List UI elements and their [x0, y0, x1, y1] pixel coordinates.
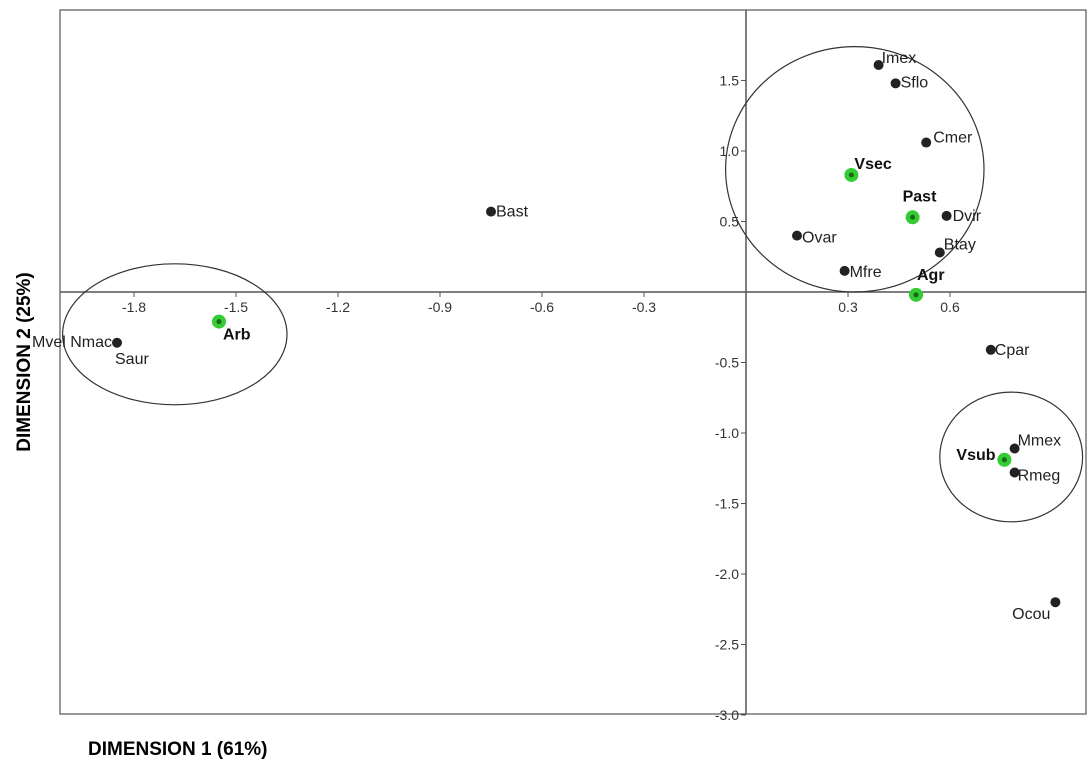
- species-point: [112, 337, 122, 348]
- species-point: [921, 137, 932, 148]
- group-ellipse: [62, 263, 288, 406]
- point-label: Cpar: [995, 342, 1030, 359]
- point-label: Sflo: [901, 74, 929, 91]
- species-point: [486, 206, 496, 217]
- data-points: Imex Sflo Cmer Dvir Btay Ovar Mfre Bast Mvel Nma…: [32, 50, 1061, 623]
- species-point: [792, 230, 802, 241]
- x-tick-label: -1.8: [122, 299, 146, 315]
- x-tick-label: -0.6: [530, 299, 554, 315]
- group-ellipses: [62, 46, 1084, 523]
- point-label: Ocou: [1012, 606, 1050, 623]
- species-point: [941, 210, 952, 221]
- y-tick-label: 1.5: [720, 73, 740, 89]
- species-point: [1009, 443, 1020, 454]
- y-tick-label: -3.0: [715, 707, 739, 723]
- species-point: [1009, 467, 1020, 478]
- species-point: [1050, 597, 1061, 608]
- group-ellipse: [724, 46, 985, 293]
- y-axis-title: DIMENSION 2 (25%): [14, 272, 35, 451]
- y-tick-label: -0.5: [715, 355, 739, 371]
- x-tick-label: -1.5: [224, 299, 248, 315]
- point-label: Mvel Nmac: [32, 334, 112, 351]
- y-tick-label: -2.0: [715, 566, 739, 582]
- point-label: Vsub: [956, 447, 995, 464]
- point-label: Vsec: [854, 156, 891, 173]
- species-point: [839, 265, 850, 276]
- x-tick-label: -0.3: [632, 299, 656, 315]
- species-point: [890, 78, 901, 89]
- x-tick-label: -0.9: [428, 299, 452, 315]
- x-tick-label: 0.3: [838, 299, 858, 315]
- y-tick-label: -1.5: [715, 496, 739, 512]
- group-centroid-dot: [216, 319, 222, 325]
- species-point: [985, 344, 996, 355]
- point-label: Mmex: [1018, 433, 1062, 450]
- group-centroid-dot: [910, 214, 916, 220]
- point-label: Bast: [496, 204, 529, 221]
- group-ellipse: [939, 391, 1084, 523]
- point-label: Arb: [223, 327, 251, 344]
- point-label: Ovar: [802, 230, 837, 247]
- plot-frame: [59, 9, 1087, 715]
- y-tick-label: -1.0: [715, 425, 739, 441]
- point-label: Imex: [882, 50, 917, 67]
- point-label: Mfre: [850, 264, 882, 281]
- point-label: Past: [903, 188, 937, 205]
- point-label: Btay: [944, 237, 976, 254]
- y-tick-label: 1.0: [720, 143, 740, 159]
- point-label: Rmeg: [1018, 467, 1061, 484]
- point-label: Dvir: [953, 208, 982, 225]
- point-sublabel: Saur: [115, 351, 149, 368]
- group-centroid-dot: [1001, 457, 1007, 463]
- species-point: [934, 247, 945, 258]
- group-centroid-dot: [913, 292, 919, 298]
- point-label: Cmer: [933, 130, 973, 147]
- group-centroid-dot: [848, 172, 854, 178]
- y-tick-label: 0.5: [720, 214, 740, 230]
- point-label: Agr: [917, 267, 945, 284]
- x-tick-label: 0.6: [940, 299, 960, 315]
- axes: -1.8 -1.5 -1.2 -0.9 -0.6 -0.3 0.3 0.6 1.5 1.0 0.5 -…: [60, 10, 1086, 723]
- x-tick-label: -1.2: [326, 299, 350, 315]
- species-point: [873, 59, 884, 70]
- y-tick-label: -2.5: [715, 637, 739, 653]
- x-axis-title: DIMENSION 1 (61%): [88, 739, 267, 760]
